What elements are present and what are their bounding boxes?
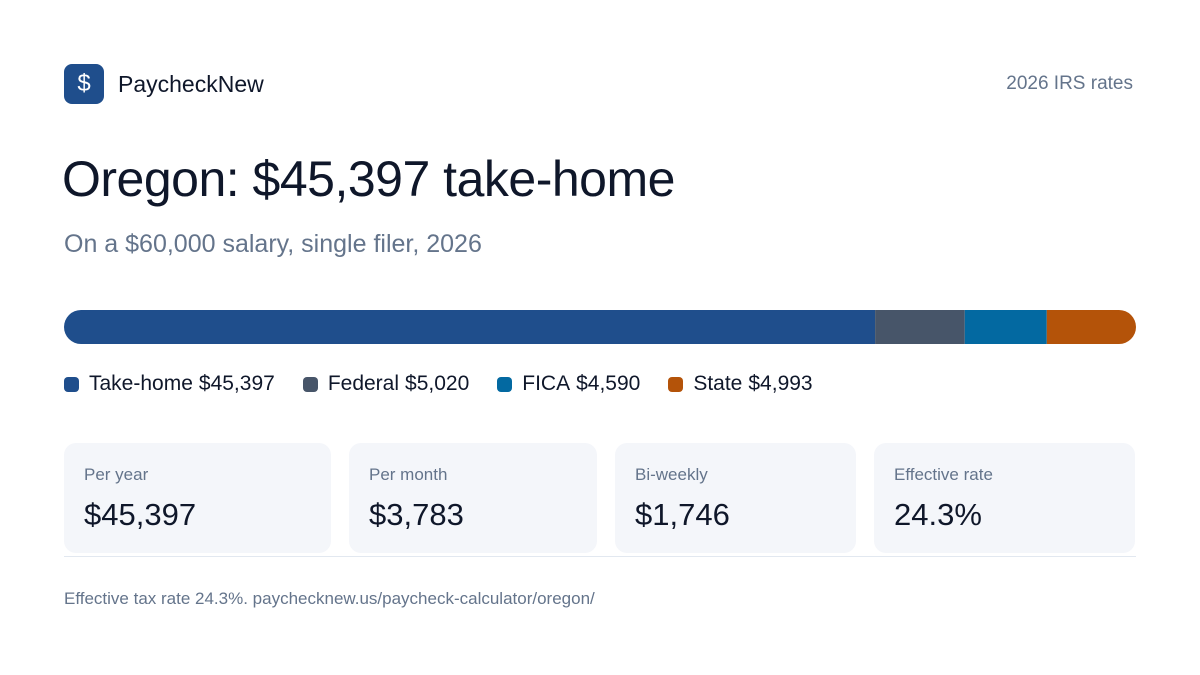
- divider: [64, 556, 1136, 557]
- legend-item: Federal $5,020: [302, 372, 470, 396]
- stat-card: Bi-weekly $1,746: [615, 443, 856, 553]
- subtitle: On a $60,000 salary, single filer, 2026: [64, 230, 482, 258]
- legend-swatch: [497, 376, 513, 392]
- bar-segment: [964, 310, 1047, 344]
- legend-value: $4,590: [576, 372, 641, 395]
- title: Oregon: $45,397 take-home: [62, 151, 675, 207]
- brand-icon: $: [64, 64, 104, 104]
- bar-segment: [1046, 310, 1136, 344]
- legend-name: Federal: [327, 372, 400, 395]
- legend-value: $4,993: [748, 372, 813, 395]
- bar-segment: [875, 310, 965, 344]
- legend-item: Take-home $45,397: [64, 372, 275, 396]
- legend: Take-home $45,397 Federal $5,020 FICA $4,590 S…: [64, 372, 813, 396]
- brand: PaycheckNew: [118, 71, 264, 97]
- stat-value: $45,397: [84, 497, 197, 532]
- stat-label: Effective rate: [894, 465, 993, 484]
- legend-name: Take-home: [89, 372, 193, 395]
- stat-value: $3,783: [369, 497, 464, 532]
- legend-value: $5,020: [405, 372, 470, 395]
- stat-label: Per month: [369, 465, 448, 484]
- bar-segment: [64, 310, 876, 344]
- rates-note: 2026 IRS rates: [1006, 73, 1133, 94]
- legend-swatch: [302, 376, 318, 392]
- legend-item: State $4,993: [668, 372, 813, 396]
- stat-label: Bi-weekly: [635, 465, 708, 484]
- stat-card: Effective rate 24.3%: [874, 443, 1135, 553]
- stat-cards: Per year $45,397 Per month $3,783 Bi-weekly $…: [64, 443, 1135, 553]
- stat-value: $1,746: [635, 497, 730, 532]
- footer: Effective tax rate 24.3%. paychecknew.us…: [64, 589, 595, 608]
- legend-swatch: [64, 376, 79, 392]
- stat-card: Per year $45,397: [64, 443, 331, 553]
- stat-card: Per month $3,783: [349, 443, 597, 553]
- stat-value: 24.3%: [894, 497, 982, 532]
- legend-value: $45,397: [198, 372, 275, 395]
- legend-swatch: [668, 376, 684, 392]
- legend-name: FICA: [522, 372, 571, 395]
- legend-item: FICA $4,590: [497, 372, 640, 396]
- legend-name: State: [693, 372, 743, 395]
- stat-label: Per year: [84, 465, 149, 484]
- stacked-bar: [64, 310, 1136, 344]
